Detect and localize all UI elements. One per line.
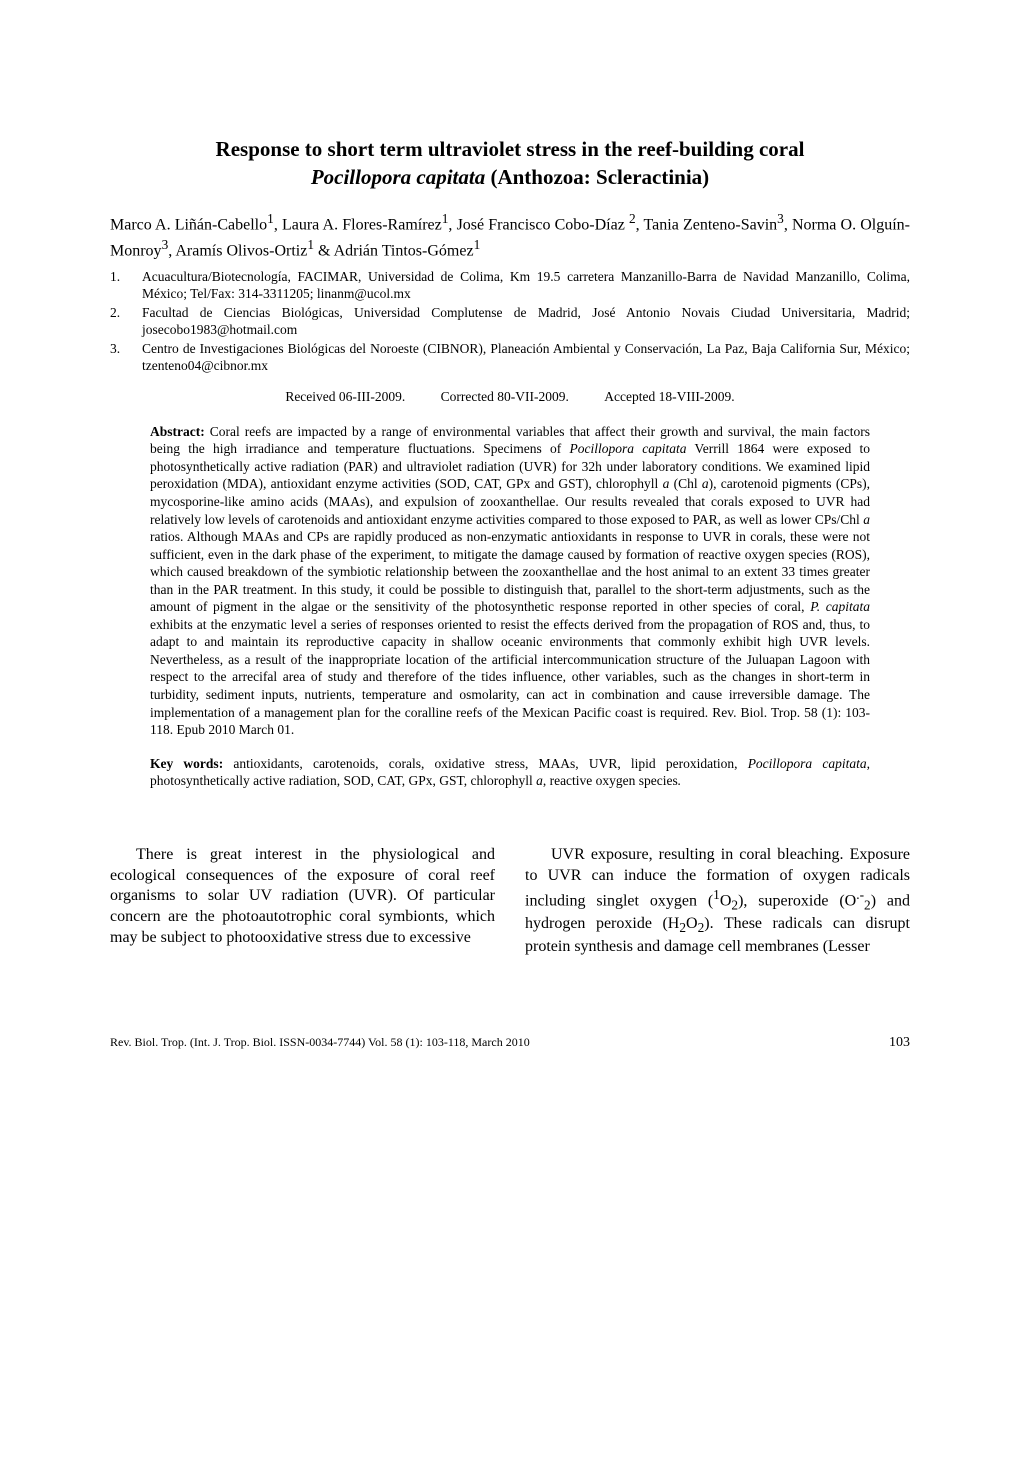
keywords-block: Key words: antioxidants, carotenoids, co… (150, 755, 870, 790)
article-title: Response to short term ultraviolet stres… (110, 135, 910, 192)
footer-journal-info: Rev. Biol. Trop. (Int. J. Trop. Biol. IS… (110, 1035, 530, 1051)
affiliation-text: Centro de Investigaciones Biológicas del… (142, 340, 910, 375)
body-column-right: UVR exposure, resulting in coral bleachi… (525, 845, 910, 958)
abstract-block: Abstract: Coral reefs are impacted by a … (150, 423, 870, 739)
affiliation-number: 2. (110, 304, 142, 339)
accepted-date: Accepted 18-VIII-2009. (604, 389, 734, 404)
abstract-label: Abstract: (150, 424, 210, 439)
affiliation-number: 1. (110, 268, 142, 303)
body-columns: There is great interest in the physiolog… (110, 845, 910, 958)
authors-line: Marco A. Liñán-Cabello1, Laura A. Flores… (110, 210, 910, 262)
title-species: Pocillopora capitata (311, 165, 485, 189)
keywords-text: antioxidants, carotenoids, corals, oxida… (150, 756, 870, 789)
page-footer: Rev. Biol. Trop. (Int. J. Trop. Biol. IS… (110, 1035, 910, 1051)
abstract-text: Coral reefs are impacted by a range of e… (150, 424, 870, 737)
affiliation-row: 2. Facultad de Ciencias Biológicas, Univ… (110, 304, 910, 339)
body-column-left: There is great interest in the physiolog… (110, 845, 495, 958)
body-paragraph: There is great interest in the physiolog… (110, 845, 495, 949)
affiliation-row: 1. Acuacultura/Biotecnología, FACIMAR, U… (110, 268, 910, 303)
dates-line: Received 06-III-2009. Corrected 80-VII-2… (110, 389, 910, 405)
title-line-1: Response to short term ultraviolet stres… (216, 137, 805, 161)
affiliation-row: 3. Centro de Investigaciones Biológicas … (110, 340, 910, 375)
affiliations-list: 1. Acuacultura/Biotecnología, FACIMAR, U… (110, 268, 910, 375)
affiliation-text: Acuacultura/Biotecnología, FACIMAR, Univ… (142, 268, 910, 303)
affiliation-number: 3. (110, 340, 142, 375)
page-number: 103 (889, 1035, 910, 1051)
body-paragraph: UVR exposure, resulting in coral bleachi… (525, 845, 910, 958)
keywords-label: Key words: (150, 756, 233, 771)
received-date: Received 06-III-2009. (285, 389, 405, 404)
affiliation-text: Facultad de Ciencias Biológicas, Univers… (142, 304, 910, 339)
title-paren: (Anthozoa: Scleractinia) (485, 165, 709, 189)
corrected-date: Corrected 80-VII-2009. (441, 389, 569, 404)
